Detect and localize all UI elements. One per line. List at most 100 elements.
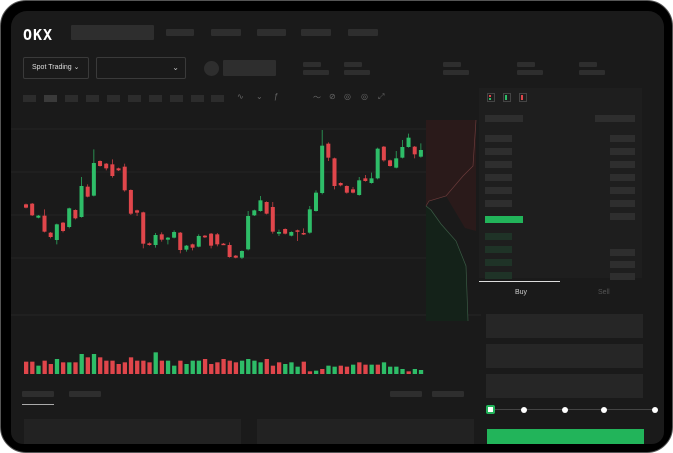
price-input[interactable]	[486, 314, 643, 338]
candle	[307, 206, 312, 234]
candle	[227, 242, 232, 258]
nav-item[interactable]	[348, 29, 378, 36]
timeframe-button[interactable]	[107, 95, 120, 102]
indicator-icon[interactable]: ∿	[237, 92, 244, 101]
candle-body	[54, 224, 59, 240]
volume-bar	[116, 364, 121, 374]
fullscreen-icon[interactable]: ⤢	[378, 92, 385, 101]
ask-price	[485, 161, 512, 168]
volume-bar	[61, 362, 66, 374]
slider-handle[interactable]	[486, 405, 495, 414]
candle-body	[153, 235, 158, 245]
timeframe-button[interactable]	[191, 95, 204, 102]
timeframe-button[interactable]	[211, 95, 224, 102]
candle	[196, 234, 201, 248]
volume-bar	[178, 360, 183, 374]
camera-icon[interactable]: ◎	[344, 92, 351, 101]
candle-body	[276, 232, 281, 234]
timeframe-button[interactable]	[44, 95, 57, 102]
price-chart[interactable]	[11, 106, 481, 376]
bid-amount	[610, 273, 635, 280]
candle	[301, 228, 306, 235]
stat-value	[579, 70, 605, 75]
volume-bar	[246, 359, 251, 374]
candle-body	[295, 230, 300, 232]
candle-body	[363, 178, 368, 181]
timeframe-button[interactable]	[86, 95, 99, 102]
candle-body	[338, 183, 343, 186]
volume-bar	[412, 369, 418, 374]
timeframe-button[interactable]	[128, 95, 141, 102]
tab-open-orders[interactable]	[22, 391, 54, 397]
candle-body	[209, 233, 214, 246]
okx-logo[interactable]: OKX	[23, 26, 54, 44]
nav-item[interactable]	[211, 29, 241, 36]
search-bar[interactable]	[71, 25, 154, 40]
nav-item[interactable]	[301, 29, 331, 36]
tab-order-history[interactable]	[69, 391, 101, 397]
candle	[246, 211, 251, 251]
volume-bar	[215, 362, 220, 374]
orderbook-both-icon[interactable]	[487, 93, 495, 102]
filter-button[interactable]	[390, 391, 422, 397]
ask-price	[485, 187, 512, 194]
fx-icon[interactable]: ƒ	[274, 92, 279, 101]
amount-input[interactable]	[486, 344, 643, 368]
spot-trading-label: Spot Trading	[32, 64, 72, 71]
candle-body	[91, 163, 96, 196]
volume-bar	[233, 362, 239, 374]
candle-body	[98, 161, 103, 166]
stat-label	[517, 62, 535, 67]
amount-slider-track[interactable]	[489, 409, 656, 410]
candle-body	[36, 215, 41, 218]
stat-label	[443, 62, 461, 67]
volume-bar	[48, 364, 53, 374]
nav-item[interactable]	[166, 29, 194, 36]
timeframe-button[interactable]	[23, 95, 36, 102]
tab-buy[interactable]: Buy	[515, 289, 528, 296]
settings-icon[interactable]: ◎	[361, 92, 368, 101]
slider-step-100[interactable]	[652, 407, 658, 413]
filter-button[interactable]	[432, 391, 464, 397]
timeframe-button[interactable]	[65, 95, 78, 102]
candle	[190, 243, 195, 251]
nav-item[interactable]	[257, 29, 286, 36]
volume-bar	[381, 362, 387, 374]
slider-step-75[interactable]	[601, 407, 607, 413]
volume-bar	[344, 366, 350, 374]
volume-bar	[104, 360, 109, 374]
volume-bar	[363, 364, 368, 374]
slider-step-25[interactable]	[521, 407, 527, 413]
stat-value	[517, 70, 543, 75]
volume-bar	[239, 360, 245, 374]
indicator-icon[interactable]: ⌄	[256, 92, 263, 101]
buy-button[interactable]	[487, 429, 644, 444]
candle	[264, 201, 269, 215]
slider-step-50[interactable]	[562, 407, 568, 413]
candle	[221, 243, 226, 246]
tab-underline	[22, 404, 54, 405]
timeframe-button[interactable]	[170, 95, 183, 102]
orderbook-bids-icon[interactable]	[503, 93, 511, 102]
pair-selector[interactable]: ⌄	[96, 57, 186, 79]
candle-body	[227, 245, 232, 257]
volume-bar	[98, 357, 103, 374]
candle	[165, 237, 170, 245]
spot-trading-dropdown[interactable]: Spot Trading ⌄	[23, 57, 89, 79]
candle-body	[394, 158, 399, 168]
tab-sell[interactable]: Sell	[598, 289, 610, 296]
orderbook-header	[595, 115, 635, 122]
pen-icon[interactable]: ⊘	[329, 92, 336, 101]
orderbook-asks-icon[interactable]	[519, 93, 527, 102]
candle	[209, 233, 214, 249]
ask-price	[485, 135, 512, 142]
timeframe-button[interactable]	[149, 95, 162, 102]
total-input[interactable]	[486, 374, 643, 398]
ask-amount	[610, 148, 635, 155]
candle-body	[252, 210, 257, 216]
line-tool-icon[interactable]: 〜	[313, 93, 321, 102]
ask-price	[485, 174, 512, 181]
candle	[363, 175, 368, 182]
bid-price	[485, 233, 512, 240]
candle-body	[24, 204, 28, 208]
